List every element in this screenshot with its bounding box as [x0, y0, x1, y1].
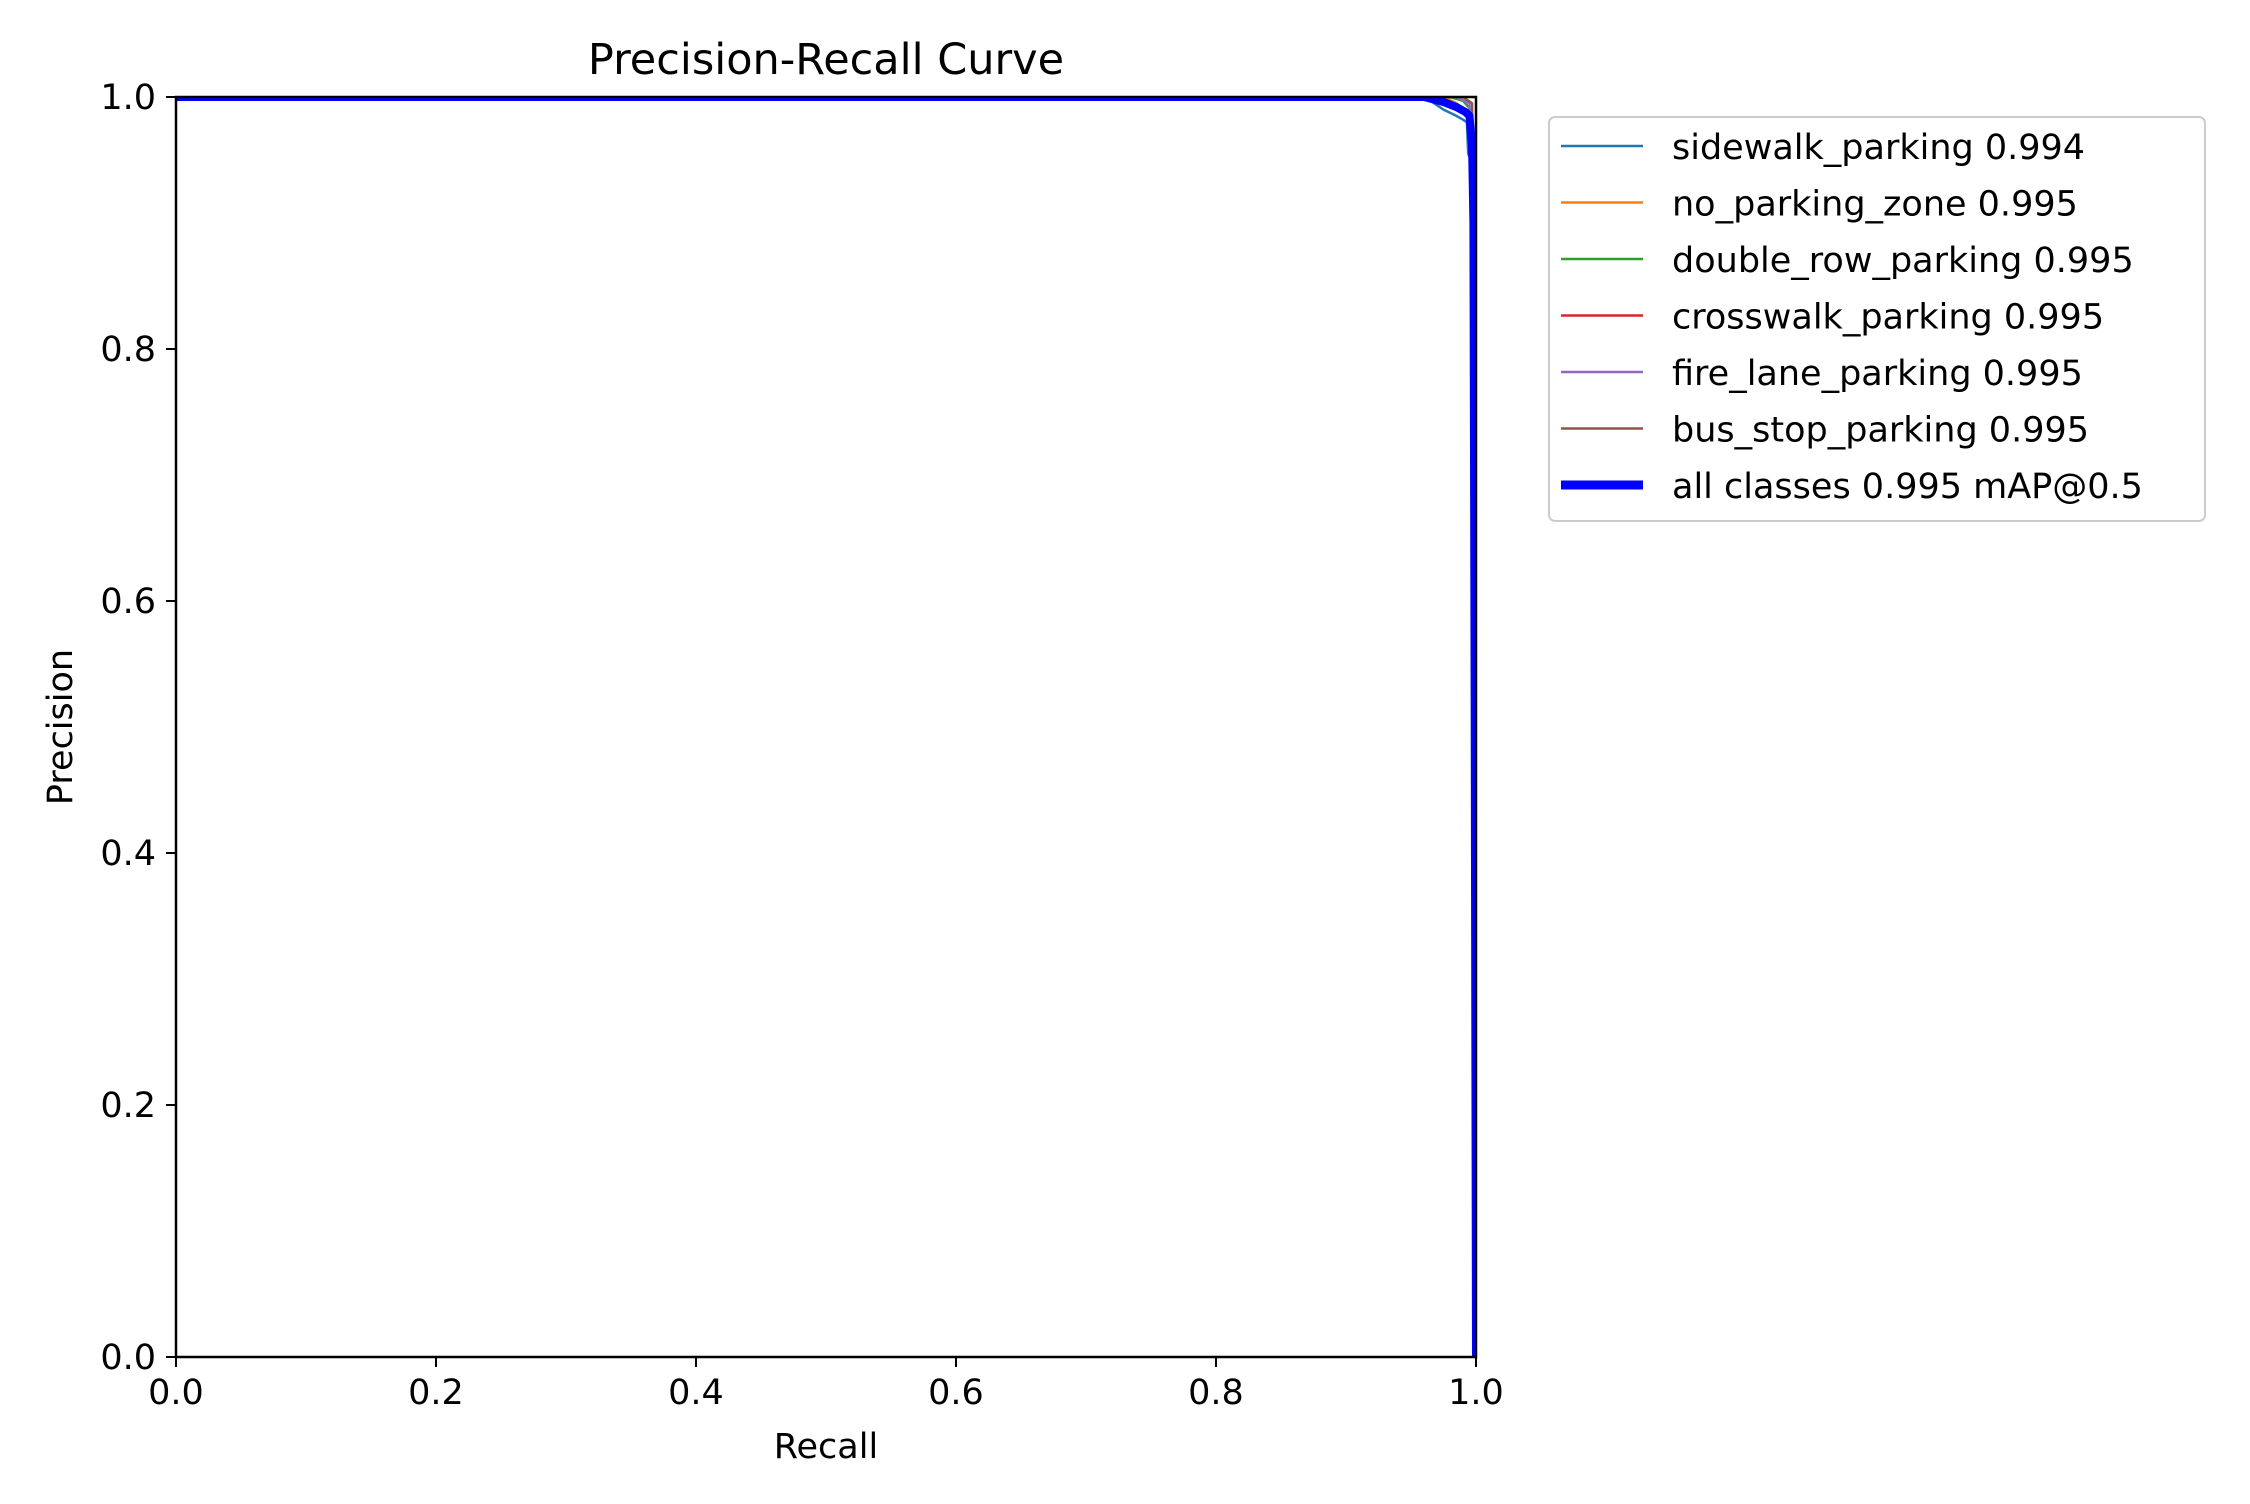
- axis-ticks: 0.0 0.2 0.4 0.6 0.8 1.0 0.0 0.2 0.4 0.6 0.8 1.0: [100, 78, 1504, 1413]
- x-tick-label: 0.2: [408, 1373, 464, 1413]
- legend-label: crosswalk_parking 0.995: [1672, 298, 2104, 338]
- y-tick-label: 0.6: [100, 582, 156, 622]
- plot-frame: [174, 95, 1478, 1359]
- x-tick-label: 0.8: [1188, 1373, 1244, 1413]
- x-tick-label: 0.6: [928, 1373, 984, 1413]
- legend-label: bus_stop_parking 0.995: [1672, 411, 2089, 451]
- legend-label: fire_lane_parking 0.995: [1672, 354, 2083, 394]
- y-tick-label: 0.4: [100, 834, 156, 874]
- y-tick-label: 0.8: [100, 330, 156, 370]
- plot-area: [176, 97, 1476, 1357]
- legend-label: all classes 0.995 mAP@0.5: [1672, 467, 2143, 507]
- y-axis-label: Precision: [41, 649, 81, 805]
- y-tick-label: 0.2: [100, 1086, 156, 1126]
- legend-label: double_row_parking 0.995: [1672, 241, 2134, 281]
- x-axis-label: Recall: [774, 1427, 878, 1467]
- x-tick-label: 0.4: [668, 1373, 724, 1413]
- legend-label: no_parking_zone 0.995: [1672, 185, 2078, 225]
- x-tick-label: 1.0: [1448, 1373, 1504, 1413]
- legend-label: sidewalk_parking 0.994: [1672, 128, 2085, 168]
- series-line-all-classes: [176, 97, 1476, 1357]
- y-tick-label: 0.0: [100, 1338, 156, 1378]
- chart-title: Precision-Recall Curve: [588, 35, 1064, 85]
- y-tick-label: 1.0: [100, 78, 156, 118]
- x-tick-label: 0.0: [148, 1373, 204, 1413]
- legend: sidewalk_parking 0.994 no_parking_zone 0.…: [1548, 116, 2206, 522]
- legend-box: [1548, 116, 2206, 522]
